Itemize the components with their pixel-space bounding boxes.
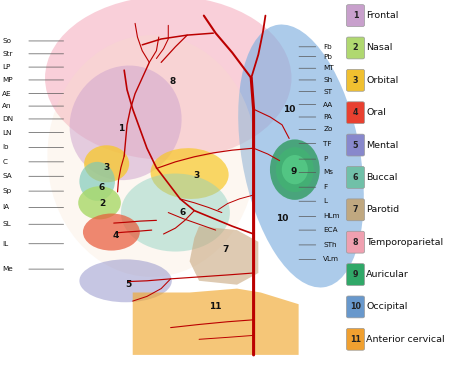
Ellipse shape bbox=[45, 0, 292, 160]
Polygon shape bbox=[133, 289, 299, 355]
Text: Occipital: Occipital bbox=[366, 302, 408, 312]
FancyBboxPatch shape bbox=[346, 296, 365, 318]
Text: 6: 6 bbox=[179, 208, 186, 217]
FancyBboxPatch shape bbox=[346, 5, 365, 27]
Text: Io: Io bbox=[2, 144, 9, 151]
Ellipse shape bbox=[84, 145, 129, 183]
Text: So: So bbox=[2, 38, 11, 44]
Text: ECA: ECA bbox=[323, 227, 338, 233]
Text: Auricular: Auricular bbox=[366, 270, 409, 279]
Text: Pb: Pb bbox=[323, 53, 332, 60]
Ellipse shape bbox=[83, 213, 140, 250]
Ellipse shape bbox=[78, 186, 121, 219]
Text: An: An bbox=[2, 103, 12, 109]
Text: IL: IL bbox=[2, 241, 9, 247]
Text: Temporoparietal: Temporoparietal bbox=[366, 238, 444, 247]
FancyBboxPatch shape bbox=[346, 102, 365, 124]
Ellipse shape bbox=[70, 66, 182, 180]
Text: 8: 8 bbox=[353, 238, 358, 247]
Text: TF: TF bbox=[323, 140, 332, 147]
Text: Parotid: Parotid bbox=[366, 205, 400, 215]
Text: AA: AA bbox=[323, 101, 334, 108]
Text: 11: 11 bbox=[350, 335, 361, 344]
Text: 5: 5 bbox=[353, 140, 358, 150]
Text: 2: 2 bbox=[353, 43, 358, 53]
Text: 8: 8 bbox=[170, 77, 176, 87]
Ellipse shape bbox=[276, 147, 314, 192]
Text: STh: STh bbox=[323, 242, 337, 248]
Text: Me: Me bbox=[2, 266, 13, 272]
Text: Nasal: Nasal bbox=[366, 43, 393, 53]
Text: 5: 5 bbox=[125, 280, 131, 289]
Text: C: C bbox=[2, 159, 8, 165]
Text: SL: SL bbox=[2, 221, 11, 227]
Text: 10: 10 bbox=[276, 214, 288, 223]
Text: 4: 4 bbox=[353, 108, 358, 117]
Text: ST: ST bbox=[323, 89, 332, 95]
Text: 6: 6 bbox=[353, 173, 358, 182]
Ellipse shape bbox=[151, 148, 228, 199]
FancyBboxPatch shape bbox=[346, 328, 365, 350]
FancyBboxPatch shape bbox=[346, 37, 365, 59]
Text: LP: LP bbox=[2, 64, 11, 70]
Text: Orbital: Orbital bbox=[366, 76, 399, 85]
Text: 10: 10 bbox=[350, 302, 361, 312]
Text: 7: 7 bbox=[222, 245, 228, 254]
Text: 3: 3 bbox=[103, 163, 110, 172]
FancyBboxPatch shape bbox=[346, 199, 365, 221]
Ellipse shape bbox=[79, 259, 172, 302]
Text: 1: 1 bbox=[118, 124, 124, 133]
Text: Sp: Sp bbox=[2, 188, 12, 194]
Text: 7: 7 bbox=[353, 205, 358, 215]
Text: 3: 3 bbox=[353, 76, 358, 85]
Text: 6: 6 bbox=[99, 183, 105, 192]
Text: Mental: Mental bbox=[366, 140, 399, 150]
Text: 1: 1 bbox=[353, 11, 358, 20]
Text: IA: IA bbox=[2, 204, 9, 211]
Ellipse shape bbox=[282, 155, 308, 184]
Polygon shape bbox=[190, 226, 258, 285]
Text: PA: PA bbox=[323, 114, 332, 120]
Text: Ms: Ms bbox=[323, 169, 333, 176]
Text: AE: AE bbox=[2, 90, 12, 97]
Text: VLm: VLm bbox=[323, 256, 339, 262]
Text: HLm: HLm bbox=[323, 213, 340, 220]
Text: 9: 9 bbox=[353, 270, 358, 279]
Text: MT: MT bbox=[323, 65, 334, 71]
Text: F: F bbox=[323, 184, 328, 190]
Text: LN: LN bbox=[2, 129, 12, 136]
Text: 9: 9 bbox=[291, 167, 297, 176]
FancyBboxPatch shape bbox=[346, 134, 365, 156]
Ellipse shape bbox=[238, 25, 364, 287]
Text: 10: 10 bbox=[283, 105, 295, 114]
Text: 3: 3 bbox=[193, 171, 200, 180]
FancyBboxPatch shape bbox=[346, 167, 365, 188]
Text: Str: Str bbox=[2, 51, 13, 57]
Text: Frontal: Frontal bbox=[366, 11, 399, 20]
FancyBboxPatch shape bbox=[346, 264, 365, 285]
Text: Anterior cervical: Anterior cervical bbox=[366, 335, 445, 344]
FancyBboxPatch shape bbox=[346, 69, 365, 91]
Text: 2: 2 bbox=[99, 199, 105, 208]
Text: MP: MP bbox=[2, 77, 13, 83]
Text: Oral: Oral bbox=[366, 108, 386, 117]
Text: Fb: Fb bbox=[323, 44, 332, 50]
Text: L: L bbox=[323, 198, 327, 204]
Text: P: P bbox=[323, 156, 328, 162]
Ellipse shape bbox=[121, 174, 230, 252]
Text: SA: SA bbox=[2, 173, 12, 179]
Ellipse shape bbox=[79, 162, 115, 201]
Ellipse shape bbox=[270, 140, 319, 200]
Text: Zo: Zo bbox=[323, 126, 333, 133]
Text: Sh: Sh bbox=[323, 77, 332, 83]
Text: 4: 4 bbox=[113, 231, 119, 241]
FancyBboxPatch shape bbox=[346, 231, 365, 253]
Ellipse shape bbox=[47, 35, 256, 277]
Text: Buccal: Buccal bbox=[366, 173, 398, 182]
Text: 11: 11 bbox=[210, 301, 222, 311]
Text: DN: DN bbox=[2, 116, 13, 122]
